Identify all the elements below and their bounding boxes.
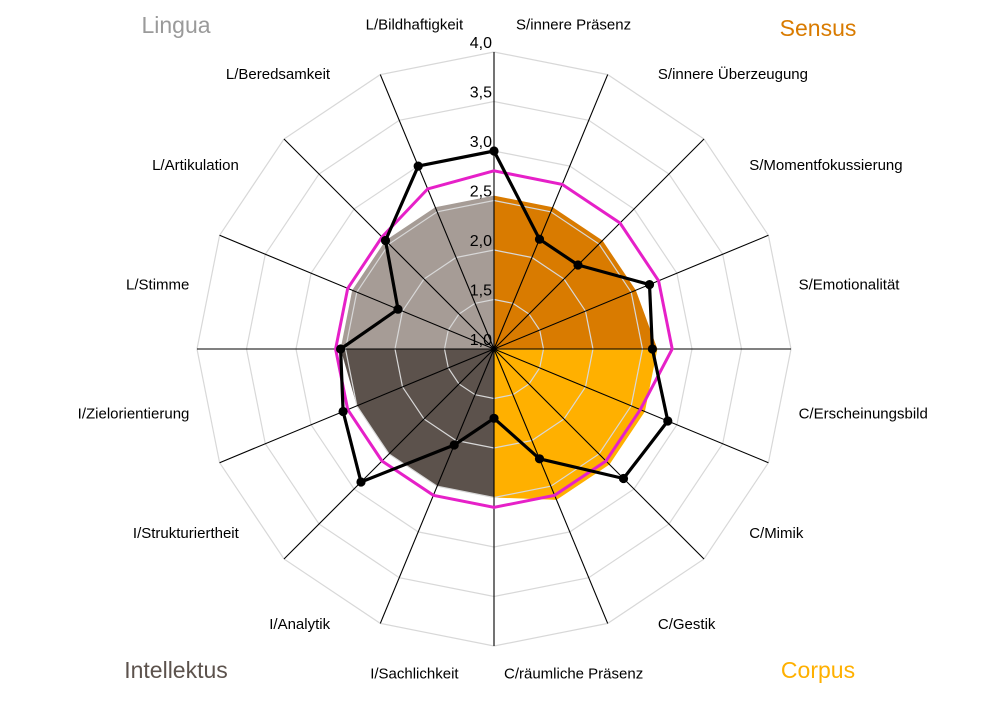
axis-label-group: S/innere Präsenz S/innere Überzeugung S/Mo… [78, 16, 928, 682]
axis-label: C/Gestik [658, 616, 716, 633]
quadrant-fill-intellektus [340, 349, 494, 498]
axis-spoke [219, 234, 495, 350]
data-point [336, 344, 346, 354]
axis-spoke [493, 74, 609, 350]
axis-label: I/Zielorientierung [78, 406, 190, 423]
spoke-group [197, 52, 791, 646]
quadrant-title-corpus: Corpus [781, 657, 855, 683]
tick-label: 1,5 [470, 283, 492, 300]
tick-label: 2,5 [470, 184, 492, 201]
data-point [413, 161, 423, 171]
axis-spoke [219, 348, 495, 464]
data-point [489, 146, 499, 156]
data-point [338, 406, 348, 417]
axis-label: L/Stimme [126, 276, 189, 293]
axis-spoke [283, 348, 495, 560]
tick-label: 3,0 [470, 134, 492, 151]
tick-label: 1,0 [470, 332, 492, 349]
tick-label-group: 1,0 1,5 2,0 2,5 3,0 3,5 4,0 [470, 35, 492, 349]
data-point [647, 344, 658, 354]
axis-label: S/innere Überzeugung [658, 65, 808, 83]
data-point [618, 473, 629, 484]
axis-spoke [283, 138, 495, 350]
axis-label: I/Strukturiertheit [133, 525, 240, 542]
series-line-magenta [334, 169, 674, 509]
axis-label: L/Beredsamkeit [226, 66, 331, 83]
tick-label: 2,0 [470, 233, 492, 250]
quadrant-title-sensus: Sensus [780, 15, 857, 41]
axis-label: C/räumliche Präsenz [504, 666, 643, 683]
data-point [644, 280, 655, 290]
axis-spoke [379, 74, 495, 350]
quadrant-title-lingua: Lingua [141, 12, 210, 38]
tick-label: 4,0 [470, 35, 492, 52]
axis-label: C/Mimik [749, 525, 804, 542]
data-point [449, 440, 459, 450]
axis-label: S/innere Präsenz [516, 16, 631, 33]
axis-spoke [493, 348, 609, 624]
quadrant-title-intellektus: Intellektus [124, 657, 228, 683]
data-point [393, 304, 403, 314]
tick-label: 3,5 [470, 85, 492, 102]
data-point [534, 454, 545, 464]
quadrant-fill-corpus [494, 349, 658, 500]
data-point [663, 416, 673, 426]
marker-group [336, 146, 673, 487]
axis-label: L/Bildhaftigkeit [366, 16, 464, 33]
axis-label: I/Sachlichkeit [370, 666, 459, 683]
axis-label: I/Analytik [269, 616, 330, 633]
axis-spoke [493, 348, 705, 560]
quadrant-title-group: Sensus Corpus Intellektus Lingua [124, 12, 856, 683]
axis-spoke [493, 348, 769, 464]
data-point [534, 234, 545, 244]
quadrant-fill-sensus [494, 195, 658, 349]
data-point [356, 477, 366, 487]
axis-label: C/Erscheinungsbild [799, 406, 928, 423]
data-point [380, 235, 391, 246]
axis-label: S/Emotionalität [799, 276, 901, 293]
axis-spoke [379, 348, 495, 624]
axis-label: S/Momentfokussierung [749, 157, 902, 174]
axis-spoke [493, 234, 769, 350]
axis-label: L/Artikulation [152, 157, 239, 174]
data-point [489, 413, 499, 423]
axis-spoke [493, 138, 705, 350]
data-point [573, 260, 583, 270]
